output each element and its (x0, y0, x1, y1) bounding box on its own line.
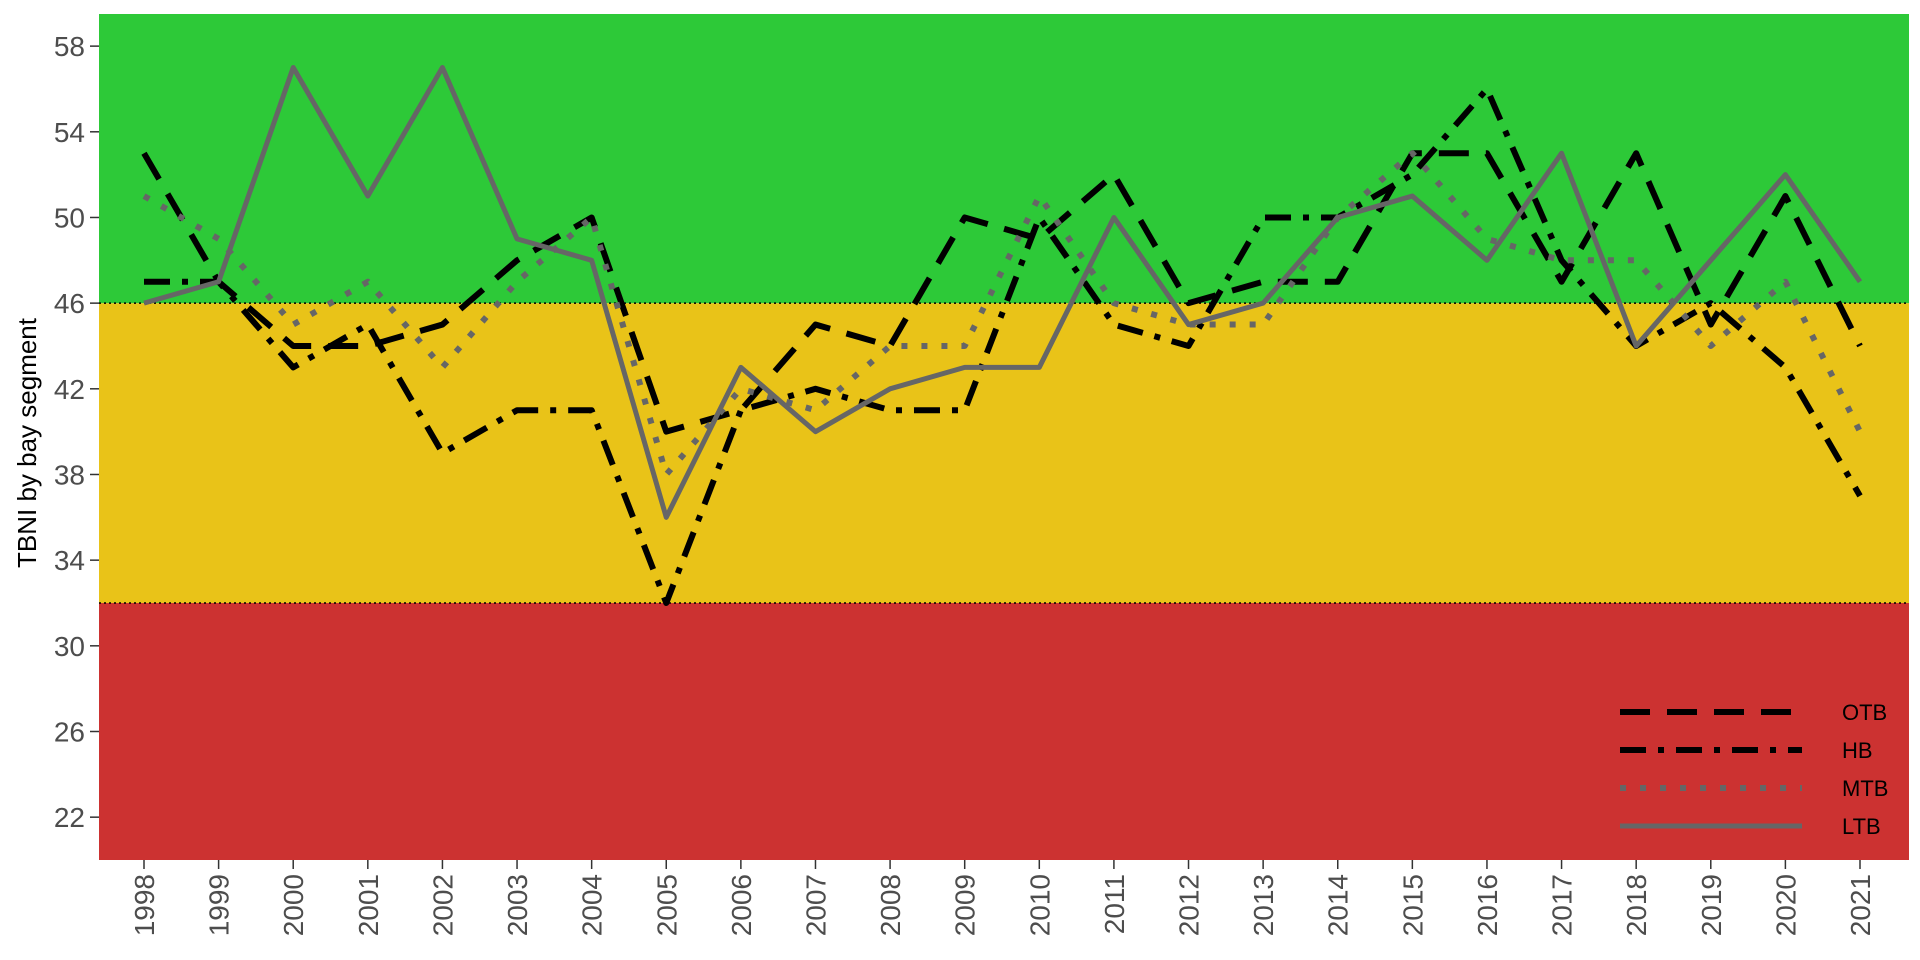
band-1 (99, 303, 1909, 603)
x-tick-label-2014: 2014 (1323, 874, 1354, 936)
band-0 (99, 602, 1909, 860)
threshold-bands (99, 14, 1909, 860)
y-tick-label-30: 30 (54, 631, 85, 662)
threshold-lines (99, 302, 1909, 604)
legend-label-ltb: LTB (1842, 814, 1881, 839)
series-line-otb (141, 150, 1863, 435)
x-tick-label-2019: 2019 (1696, 874, 1727, 936)
legend-label-otb: OTB (1842, 700, 1887, 725)
legend-label-hb: HB (1842, 738, 1873, 763)
x-tick-label-1999: 1999 (204, 874, 235, 936)
y-tick-label-26: 26 (54, 716, 85, 747)
x-tick-label-2009: 2009 (950, 874, 981, 936)
series-line-hb (144, 85, 1863, 606)
series-line-mtb (142, 150, 1863, 478)
x-axis: 1998 1999 2000 2001 2002 2003 2004 2005 2006 2007… (129, 860, 1876, 936)
x-tick-label-2020: 2020 (1770, 874, 1801, 936)
band-2 (99, 14, 1909, 304)
x-tick-label-2015: 2015 (1397, 874, 1428, 936)
x-tick-label-2004: 2004 (577, 874, 608, 936)
x-tick-label-2012: 2012 (1174, 874, 1205, 936)
x-tick-label-2016: 2016 (1472, 874, 1503, 936)
x-tick-label-2011: 2011 (1099, 874, 1130, 934)
y-tick-label-50: 50 (54, 202, 85, 233)
series-lines (141, 65, 1863, 606)
x-tick-label-2002: 2002 (427, 874, 458, 936)
x-tick-label-2013: 2013 (1248, 874, 1279, 936)
x-tick-label-2006: 2006 (726, 874, 757, 936)
x-tick-label-1998: 1998 (129, 874, 160, 936)
y-tick-label-42: 42 (54, 374, 85, 405)
x-tick-label-2021: 2021 (1845, 874, 1876, 936)
x-tick-label-2000: 2000 (278, 874, 309, 936)
y-axis: 22 26 30 34 38 42 46 50 54 58 (54, 31, 99, 833)
legend: OTB HB MTB LTB (1620, 700, 1888, 839)
legend-label-mtb: MTB (1842, 776, 1888, 801)
x-tick-label-2001: 2001 (353, 874, 384, 936)
series-line-ltb (143, 65, 1863, 520)
x-tick-label-2007: 2007 (800, 874, 831, 936)
x-tick-label-2005: 2005 (651, 874, 682, 936)
y-tick-label-34: 34 (54, 545, 85, 576)
y-tick-label-58: 58 (54, 31, 85, 62)
x-tick-label-2003: 2003 (502, 874, 533, 936)
y-tick-label-22: 22 (54, 802, 85, 833)
y-axis-title: TBNI by bay segment (12, 317, 42, 568)
x-tick-label-2008: 2008 (875, 874, 906, 936)
x-tick-label-2017: 2017 (1547, 874, 1578, 936)
y-tick-label-46: 46 (54, 288, 85, 319)
x-tick-label-2010: 2010 (1024, 874, 1055, 936)
x-tick-label-2018: 2018 (1621, 874, 1652, 936)
y-tick-label-38: 38 (54, 459, 85, 490)
y-tick-label-54: 54 (54, 117, 85, 148)
